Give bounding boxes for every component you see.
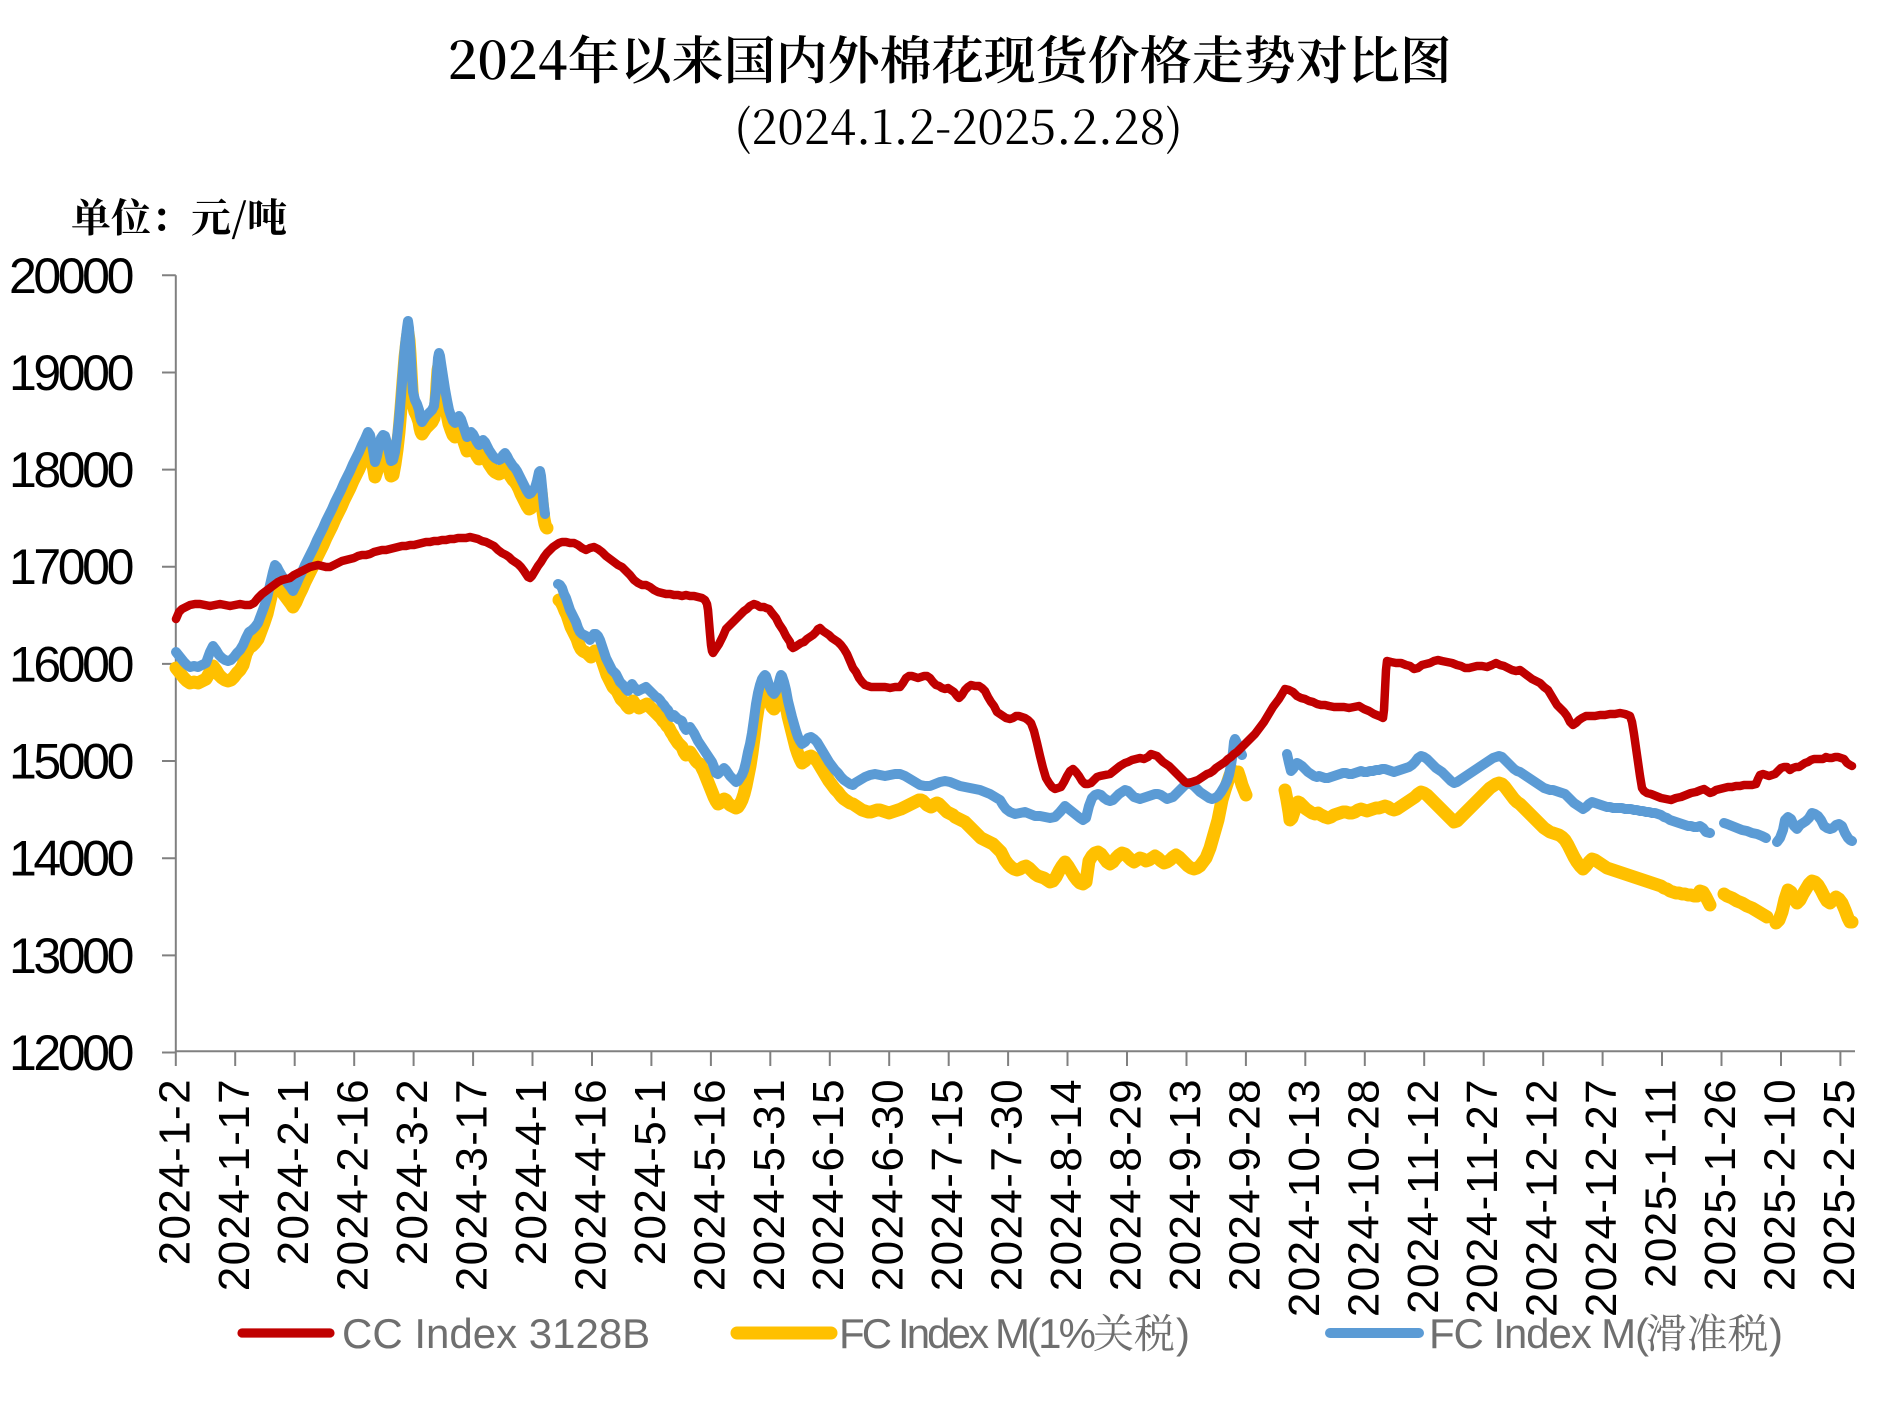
svg-text:2025-2-25: 2025-2-25 xyxy=(1815,1078,1864,1291)
svg-text:FC Index M(: FC Index M( xyxy=(1429,1310,1649,1357)
svg-text:2024-10-28: 2024-10-28 xyxy=(1339,1078,1388,1317)
svg-text:2024-5-31: 2024-5-31 xyxy=(745,1078,794,1291)
svg-text:2024-12-27: 2024-12-27 xyxy=(1577,1078,1626,1317)
svg-text:13000: 13000 xyxy=(9,928,133,984)
svg-text:2024-9-13: 2024-9-13 xyxy=(1161,1078,1210,1291)
svg-text:2024-5-1: 2024-5-1 xyxy=(626,1078,675,1265)
svg-text:17000: 17000 xyxy=(9,539,133,595)
svg-text:15000: 15000 xyxy=(9,734,133,790)
svg-text:2024-11-12: 2024-11-12 xyxy=(1399,1078,1448,1314)
svg-text:2024-6-30: 2024-6-30 xyxy=(864,1078,913,1291)
svg-text:CC Index 3128B: CC Index 3128B xyxy=(342,1310,650,1357)
svg-text:2024-6-15: 2024-6-15 xyxy=(804,1078,853,1291)
svg-text:): ) xyxy=(1176,1310,1190,1357)
svg-text:2024-1-17: 2024-1-17 xyxy=(210,1078,259,1291)
svg-text:2024-2-1: 2024-2-1 xyxy=(269,1078,318,1265)
svg-text:): ) xyxy=(1769,1310,1783,1357)
svg-text:2025-1-26: 2025-1-26 xyxy=(1696,1078,1745,1291)
svg-text:FC Index M(1%: FC Index M(1% xyxy=(839,1310,1095,1357)
svg-text:20000: 20000 xyxy=(9,248,133,304)
svg-text:2025-1-11: 2025-1-11 xyxy=(1637,1078,1686,1288)
svg-text:2024-8-14: 2024-8-14 xyxy=(1042,1078,1091,1291)
svg-text:19000: 19000 xyxy=(9,345,133,401)
svg-text:2024-3-2: 2024-3-2 xyxy=(388,1078,437,1265)
svg-text:14000: 14000 xyxy=(9,831,133,887)
svg-text:12000: 12000 xyxy=(9,1025,133,1081)
svg-text:2024-7-30: 2024-7-30 xyxy=(983,1078,1032,1291)
svg-text:2024-3-17: 2024-3-17 xyxy=(448,1078,497,1291)
svg-text:16000: 16000 xyxy=(9,636,133,692)
svg-text:2024-2-16: 2024-2-16 xyxy=(329,1078,378,1291)
svg-text:2024-8-29: 2024-8-29 xyxy=(1102,1078,1151,1291)
svg-text:2024-5-16: 2024-5-16 xyxy=(685,1078,734,1291)
svg-text:2024-4-1: 2024-4-1 xyxy=(507,1078,556,1265)
svg-text:2024-4-16: 2024-4-16 xyxy=(567,1078,616,1291)
svg-text:18000: 18000 xyxy=(9,442,133,498)
svg-text:2024-1-2: 2024-1-2 xyxy=(150,1078,199,1265)
svg-text:2024-12-12: 2024-12-12 xyxy=(1518,1078,1567,1317)
svg-text:2024-9-28: 2024-9-28 xyxy=(1220,1078,1269,1291)
svg-text:2024-10-13: 2024-10-13 xyxy=(1280,1078,1329,1317)
svg-text:2024-7-15: 2024-7-15 xyxy=(923,1078,972,1291)
svg-text:2025-2-10: 2025-2-10 xyxy=(1756,1078,1805,1291)
svg-text:2024-11-27: 2024-11-27 xyxy=(1458,1078,1507,1314)
